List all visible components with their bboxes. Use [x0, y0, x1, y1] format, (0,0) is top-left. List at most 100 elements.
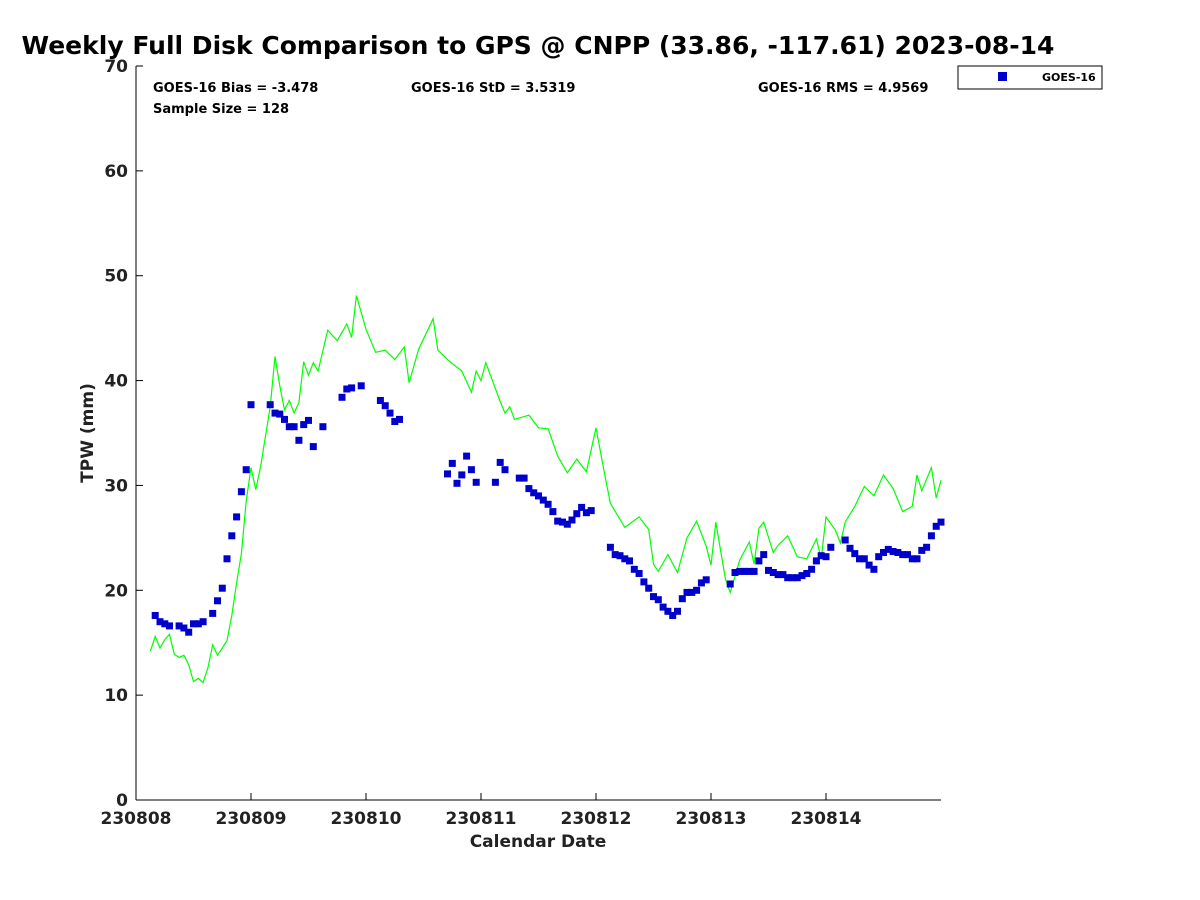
goes16-point [530, 489, 538, 497]
goes16-point [664, 607, 672, 615]
goes16-point [357, 382, 365, 390]
goes16-point [348, 384, 356, 392]
goes16-point [535, 492, 542, 500]
goes16-point [199, 618, 207, 626]
goes16-point [185, 628, 193, 636]
goes16-point [276, 410, 284, 418]
goes16-point [865, 561, 873, 569]
goes16-point [161, 620, 169, 628]
y-tick-label: 70 [104, 57, 128, 77]
goes16-point [650, 593, 657, 601]
goes16-point [271, 409, 279, 417]
goes16-point [396, 415, 403, 423]
goes16-point [166, 622, 173, 630]
legend-marker-goes16 [998, 72, 1007, 81]
goes16-point [568, 516, 576, 524]
goes16-point [750, 567, 758, 575]
y-tick-label: 10 [104, 686, 128, 706]
goes16-point [544, 500, 552, 508]
x-tick-label: 230814 [791, 809, 862, 829]
goes16-point [175, 622, 183, 630]
goes16-point [573, 510, 581, 518]
goes16-point [621, 555, 629, 563]
goes16-point [765, 566, 772, 574]
goes16-point [496, 458, 504, 466]
goes16-point [798, 572, 806, 580]
goes16-point [444, 470, 451, 478]
rms-stat: GOES-16 RMS = 4.9569 [758, 81, 928, 96]
goes16-point [491, 478, 499, 486]
goes16-point [343, 385, 351, 393]
goes16-point [606, 543, 614, 551]
goes16-point [630, 565, 638, 573]
x-tick-label: 230811 [446, 809, 517, 829]
goes16-point [856, 555, 863, 563]
x-tick-label: 230808 [101, 809, 172, 829]
goes16-series [151, 382, 945, 636]
goes16-point [463, 452, 471, 460]
goes16-point [918, 546, 926, 554]
goes16-point [741, 567, 748, 575]
goes16-point [338, 393, 346, 401]
bias-stat: GOES-16 Bias = -3.478 [153, 81, 318, 96]
goes16-point [889, 548, 897, 555]
goes16-point [194, 620, 202, 628]
goes16-point [549, 508, 557, 516]
goes16-point [875, 553, 883, 561]
goes16-point [908, 555, 916, 563]
goes16-point [693, 586, 701, 594]
goes16-point [937, 518, 945, 526]
goes16-point [563, 520, 571, 528]
y-tick-label: 40 [104, 372, 128, 392]
goes16-point [237, 488, 245, 496]
goes16-point [822, 553, 830, 561]
goes16-point [659, 603, 667, 611]
goes16-point [793, 574, 801, 582]
goes16-point [190, 620, 197, 628]
y-axis-label: TPW (mm) [78, 383, 98, 483]
goes16-point [860, 555, 868, 563]
goes16-point [894, 549, 902, 556]
goes16-point [285, 423, 293, 431]
goes16-point [817, 552, 825, 560]
legend-label-goes16: GOES-16 [1042, 71, 1096, 84]
goes16-point [376, 397, 384, 404]
goes16-point [927, 532, 935, 540]
goes16-point [812, 557, 820, 565]
y-tick-label: 0 [116, 791, 128, 811]
goes16-point [228, 532, 236, 540]
goes16-point [309, 443, 317, 451]
goes16-point [300, 421, 308, 429]
goes16-point [702, 576, 710, 584]
goes16-point [870, 565, 878, 573]
goes16-point [745, 567, 753, 575]
goes16-point [386, 409, 394, 417]
goes16-point [645, 584, 653, 592]
series-layer [149, 295, 945, 684]
goes16-point [697, 579, 705, 587]
goes16-point [683, 588, 691, 596]
goes16-point [736, 567, 744, 575]
goes16-point [281, 415, 288, 423]
goes16-point [678, 595, 686, 603]
x-tick-label: 230810 [331, 809, 402, 829]
goes16-point [582, 509, 590, 517]
sample-size-stat: Sample Size = 128 [153, 102, 289, 117]
y-tick-label: 60 [104, 162, 128, 182]
goes16-point [923, 543, 931, 551]
goes16-point [290, 423, 298, 431]
goes16-point [616, 552, 624, 560]
y-tick-label: 30 [104, 476, 128, 496]
goes16-point [233, 513, 241, 521]
goes16-point [611, 551, 619, 559]
goes16-point [453, 479, 461, 487]
goes16-point [295, 436, 303, 444]
goes16-point [266, 401, 274, 409]
goes16-point [851, 550, 859, 558]
axes [135, 66, 941, 801]
goes16-point [827, 543, 835, 551]
x-axis-ticks: 230808 230809 230810 230811 230812 230813 2308… [101, 793, 862, 829]
goes16-point [180, 624, 188, 632]
goes16-point [779, 571, 787, 579]
